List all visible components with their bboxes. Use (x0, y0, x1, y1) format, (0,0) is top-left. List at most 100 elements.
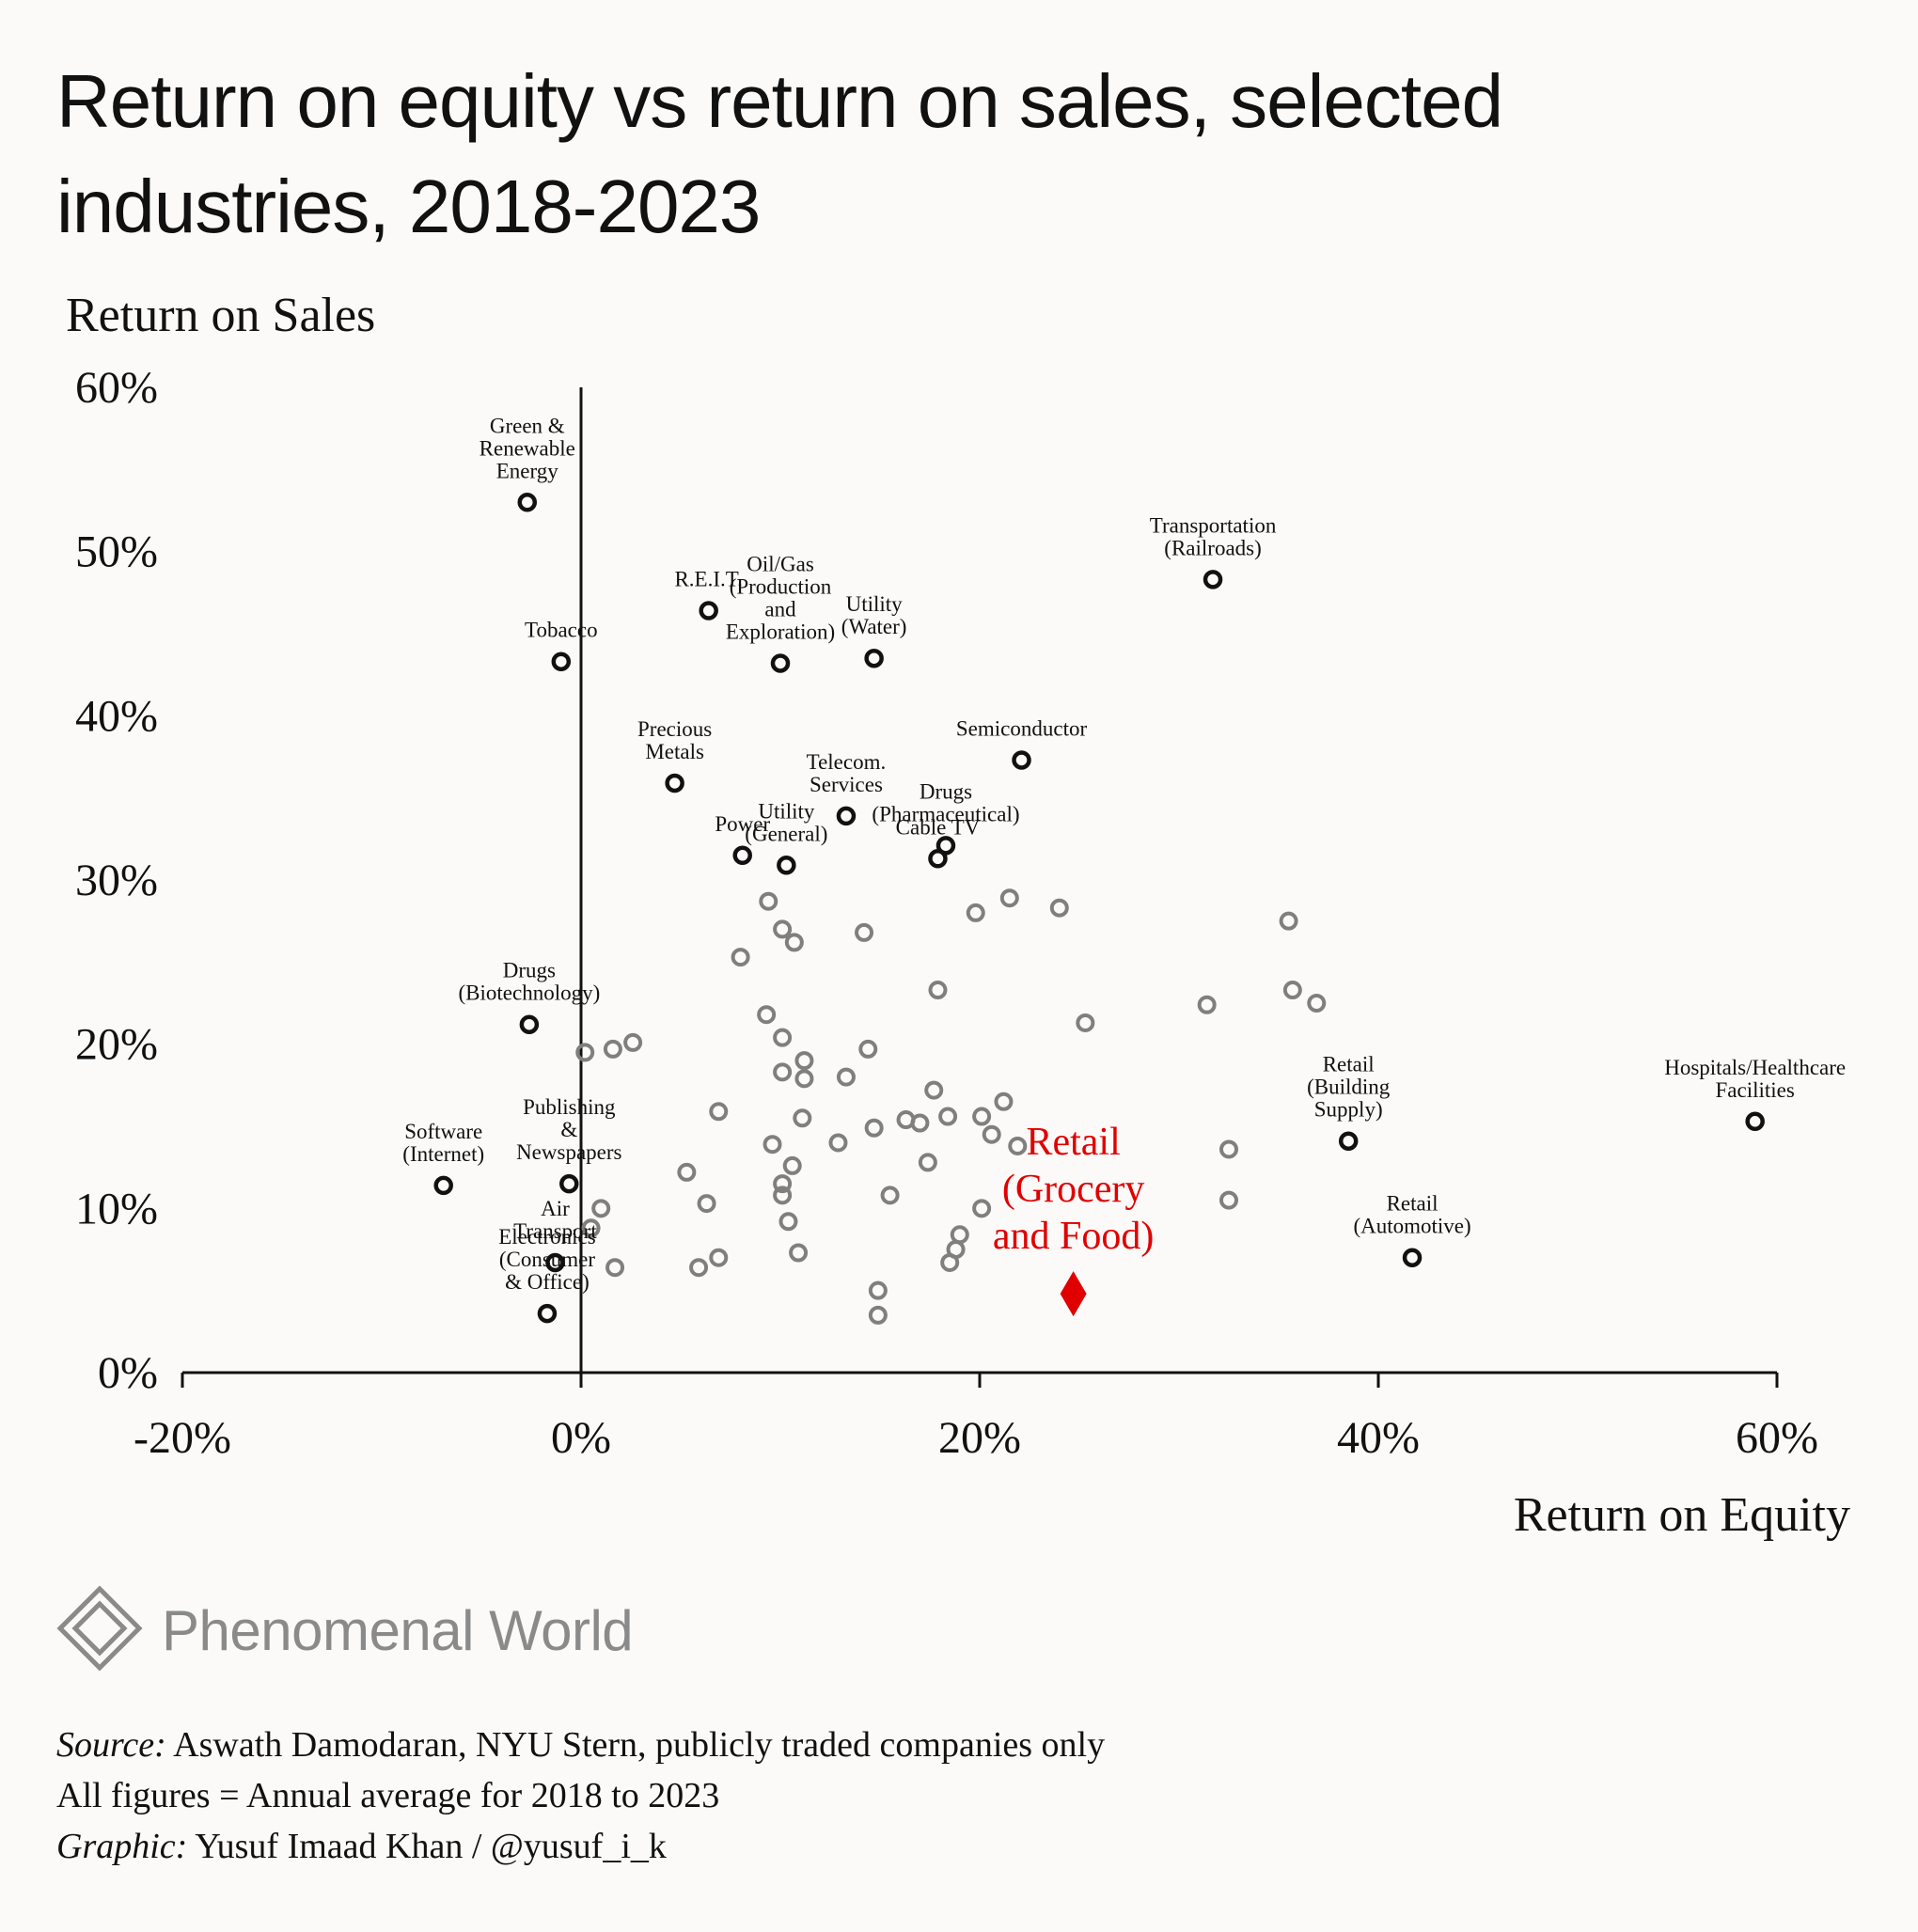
industry-point (994, 1092, 1014, 1111)
industry-point (924, 1080, 944, 1100)
point-label: Air (541, 1197, 570, 1220)
industry-point (575, 1043, 595, 1062)
labeled-industry-point (519, 1014, 540, 1034)
point-label: Tobacco (525, 619, 598, 642)
industry-point (972, 1107, 992, 1126)
industry-point (757, 1005, 777, 1025)
industry-point (999, 888, 1019, 908)
industry-point (789, 1243, 809, 1263)
industry-point (581, 1218, 601, 1238)
industry-point (605, 1258, 625, 1278)
industry-point (855, 922, 874, 942)
industry-point (880, 1186, 900, 1205)
x-tick-label: 20% (938, 1413, 1021, 1463)
point-label: Drugs (503, 959, 556, 982)
labeled-industry-point (699, 601, 718, 620)
industry-point (972, 1199, 992, 1218)
point-label: Hospitals/Healthcare (1664, 1056, 1846, 1079)
x-axis-title: Return on Equity (1514, 1488, 1850, 1542)
industry-point (773, 919, 793, 939)
labeled-industry-point (732, 845, 752, 866)
point-label: (Production (730, 574, 832, 598)
point-label: Power (715, 812, 770, 836)
y-tick-label: 20% (75, 1020, 158, 1070)
source-label: Source: (56, 1725, 166, 1765)
industry-point (773, 1186, 793, 1205)
labeled-industry-point (433, 1175, 453, 1196)
industry-point (603, 1039, 622, 1059)
industry-point (868, 1280, 888, 1300)
point-label: Utility (846, 592, 904, 616)
highlight-label: and Food) (993, 1215, 1155, 1258)
labeled-industry-point (537, 1303, 558, 1324)
industry-point (709, 1102, 729, 1122)
point-label: Software (404, 1120, 482, 1143)
point-label: Transportation (1150, 513, 1277, 537)
figures-note: All figures = Annual average for 2018 to… (56, 1775, 719, 1816)
industry-point (689, 1258, 709, 1278)
industry-point (677, 1162, 697, 1182)
point-label: Publishing (523, 1095, 616, 1119)
industry-point (858, 1039, 878, 1059)
y-tick-label: 10% (75, 1184, 158, 1233)
x-tick-label: 60% (1736, 1413, 1818, 1463)
industry-point (782, 1155, 802, 1175)
highlight-label: Retail (1026, 1121, 1120, 1164)
point-label: R.E.I.T. (674, 568, 742, 591)
industry-point (1076, 1013, 1095, 1032)
x-tick-label: 40% (1337, 1413, 1420, 1463)
point-label: (Automotive) (1353, 1215, 1470, 1238)
point-label: (Water) (841, 615, 907, 638)
labeled-industry-point (928, 849, 948, 869)
point-label: Exploration) (726, 620, 835, 643)
industry-point (731, 948, 750, 967)
labeled-industry-point (559, 1173, 579, 1194)
point-label: Retail (1323, 1053, 1375, 1076)
industry-point (1282, 981, 1302, 1000)
labeled-industry-point (1402, 1248, 1423, 1267)
industry-point (966, 903, 985, 922)
point-label: Metals (645, 740, 704, 763)
industry-point (910, 1113, 930, 1133)
y-tick-label: 40% (75, 691, 158, 741)
labeled-industry-point (1745, 1111, 1765, 1132)
y-tick-label: 50% (75, 527, 158, 577)
industry-point (759, 891, 778, 911)
point-label: (Building (1307, 1076, 1391, 1099)
industry-point (773, 1174, 793, 1194)
page-title: Return on equity vs return on sales, sel… (56, 59, 1503, 248)
industry-point (864, 1118, 884, 1138)
industry-point (1307, 994, 1327, 1013)
labeled-industry-point (545, 1252, 565, 1273)
industry-point (1008, 1136, 1028, 1155)
industry-point (928, 981, 948, 1000)
point-label: Drugs (920, 779, 972, 803)
y-tick-label: 0% (98, 1348, 158, 1398)
diamond-logo-icon (56, 1585, 143, 1675)
industry-point (778, 1212, 798, 1232)
x-tick-label: -20% (134, 1413, 231, 1463)
industry-point (793, 1108, 812, 1128)
industry-point (1279, 911, 1298, 931)
highlight-label: (Grocery (1002, 1168, 1145, 1211)
point-label: (Internet) (402, 1142, 484, 1166)
point-label: Transport (513, 1219, 597, 1243)
axes: -20% 0% 20% 40% 60% 0% 10% 20% 30% 40% 50% 60% Retur… (66, 289, 1850, 1542)
brand-logo: Phenomenal World (56, 1585, 634, 1675)
labeled-industry-point (1012, 750, 1031, 770)
industry-point (623, 1032, 643, 1052)
point-label: Facilities (1716, 1078, 1795, 1102)
point-label: Electronics (498, 1225, 596, 1249)
graphic-label: Graphic: (56, 1827, 188, 1866)
labeled-industry-point (777, 856, 796, 875)
industry-point (918, 1153, 937, 1172)
industry-point (1049, 898, 1069, 918)
point-label: Green & (490, 414, 565, 437)
industry-point (836, 1067, 856, 1087)
point-label: Utility (758, 799, 815, 823)
industry-point (773, 1028, 793, 1047)
point-label: Precious (637, 717, 712, 741)
point-label: Energy (496, 459, 559, 482)
figures-note-text: All figures = Annual average for 2018 to… (56, 1776, 720, 1815)
